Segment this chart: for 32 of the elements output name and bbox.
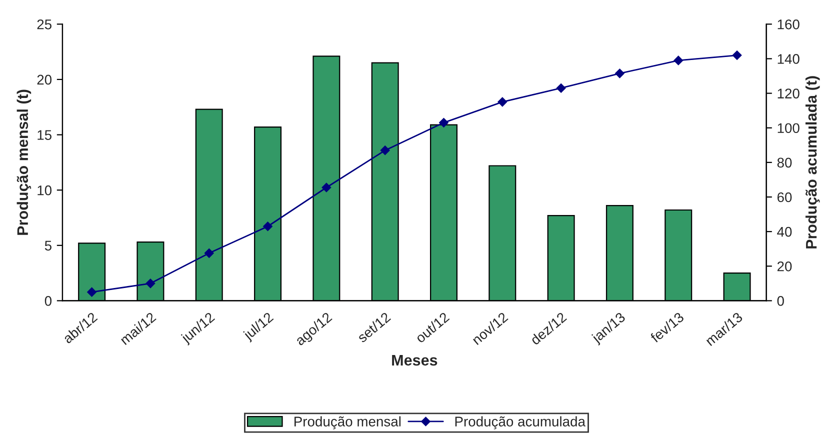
point — [87, 287, 96, 297]
x-axis-title: Meses — [392, 354, 438, 366]
y2-tick-label: 0 — [777, 296, 784, 306]
point — [732, 50, 742, 60]
point — [380, 146, 390, 155]
point — [263, 222, 272, 232]
y2-tick-label: 20 — [777, 261, 792, 272]
y-tick-label: 5 — [44, 240, 52, 251]
y2-tick-label: 100 — [778, 123, 800, 134]
point — [146, 278, 156, 288]
y2-tick-label: 120 — [778, 88, 800, 98]
point — [439, 118, 448, 128]
y2-tick-label: 160 — [778, 19, 800, 30]
point — [498, 97, 508, 107]
point — [556, 83, 566, 93]
point — [204, 248, 214, 258]
y-tick-label: 15 — [38, 130, 52, 140]
y2-tick-label: 80 — [777, 158, 792, 168]
y-tick-label: 20 — [37, 74, 52, 85]
y2-tick-label: 40 — [777, 226, 792, 237]
legend-label: Produção mensal — [294, 416, 401, 430]
point — [615, 68, 624, 78]
y2-tick-label: 140 — [778, 54, 800, 64]
y-tick-label: 0 — [44, 296, 52, 306]
legend-label: Produção acumulada — [455, 416, 586, 430]
y-axis-title: Produção mensal (t) — [16, 90, 32, 235]
y-tick-label: 10 — [38, 185, 52, 196]
point — [674, 56, 683, 66]
y2-axis-title: Produção acumulada (t) — [806, 76, 820, 248]
point — [322, 182, 332, 192]
y2-tick-label: 60 — [777, 192, 792, 202]
y-tick-label: 25 — [37, 19, 52, 30]
